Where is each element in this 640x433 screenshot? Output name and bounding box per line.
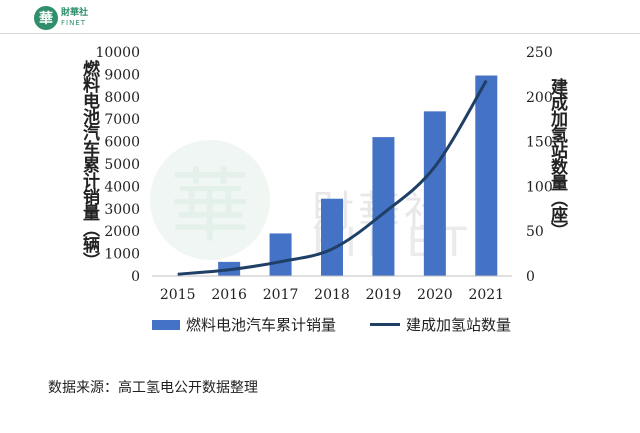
x-tick-label: 2016 — [211, 287, 247, 303]
bar-2020 — [423, 111, 446, 276]
legend-item-bar: 燃料电池汽车累计销量 — [152, 314, 336, 335]
left-tick-label: 2000 — [104, 224, 140, 240]
x-tick-label: 2020 — [417, 287, 453, 303]
left-tick-label: 7000 — [104, 112, 140, 128]
logo-cn: 財華社 — [61, 8, 89, 18]
bar-2018 — [321, 198, 343, 276]
x-tick-label: 2017 — [263, 287, 299, 303]
legend-line-label: 建成加氢站数量 — [406, 316, 512, 334]
bar-2017 — [269, 233, 292, 276]
right-axis-title: 建成加氢站数量（座） — [547, 78, 567, 238]
finet-logo: 華 財華社 FINET — [34, 5, 88, 31]
x-tick-label: 2015 — [160, 287, 196, 303]
left-tick-label: 3000 — [104, 202, 140, 218]
right-tick-label: 0 — [526, 269, 535, 285]
source-note: 数据来源：高工氢电公开数据整理 — [48, 380, 258, 396]
legend-item-line: 建成加氢站数量 — [336, 314, 511, 335]
legend: 燃料电池汽车累计销量 建成加氢站数量 — [152, 314, 511, 335]
right-tick-label: 50 — [526, 224, 544, 240]
left-tick-label: 9000 — [104, 67, 140, 83]
watermark-logo: 華 — [150, 140, 270, 260]
left-axis-title: 燃料电池汽车累计销量（辆） — [79, 60, 99, 268]
x-tick-label: 2018 — [314, 287, 350, 303]
left-tick-label: 4000 — [104, 179, 140, 195]
right-tick-label: 250 — [526, 45, 553, 61]
right-tick-label: 150 — [526, 135, 553, 151]
right-tick-label: 100 — [526, 179, 553, 195]
legend-line-swatch — [370, 323, 401, 326]
logo-mark: 華 — [34, 6, 58, 30]
legend-bar-swatch — [152, 319, 180, 330]
left-tick-label: 10000 — [95, 45, 140, 61]
left-tick-label: 8000 — [104, 90, 140, 106]
x-tick-label: 2021 — [468, 287, 504, 303]
logo-text: 財華社 FINET — [61, 8, 88, 28]
logo-en: FINET — [61, 19, 87, 27]
header-divider — [0, 33, 640, 34]
right-tick-label: 200 — [526, 90, 553, 106]
left-tick-label: 6000 — [104, 135, 140, 151]
x-tick-label: 2019 — [366, 287, 402, 303]
left-tick-label: 1000 — [104, 247, 140, 263]
left-tick-label: 5000 — [104, 157, 140, 173]
bar-2021 — [475, 75, 498, 277]
legend-bar-label: 燃料电池汽车累计销量 — [186, 316, 337, 334]
left-tick-label: 0 — [131, 269, 140, 285]
bar-2019 — [372, 137, 395, 276]
